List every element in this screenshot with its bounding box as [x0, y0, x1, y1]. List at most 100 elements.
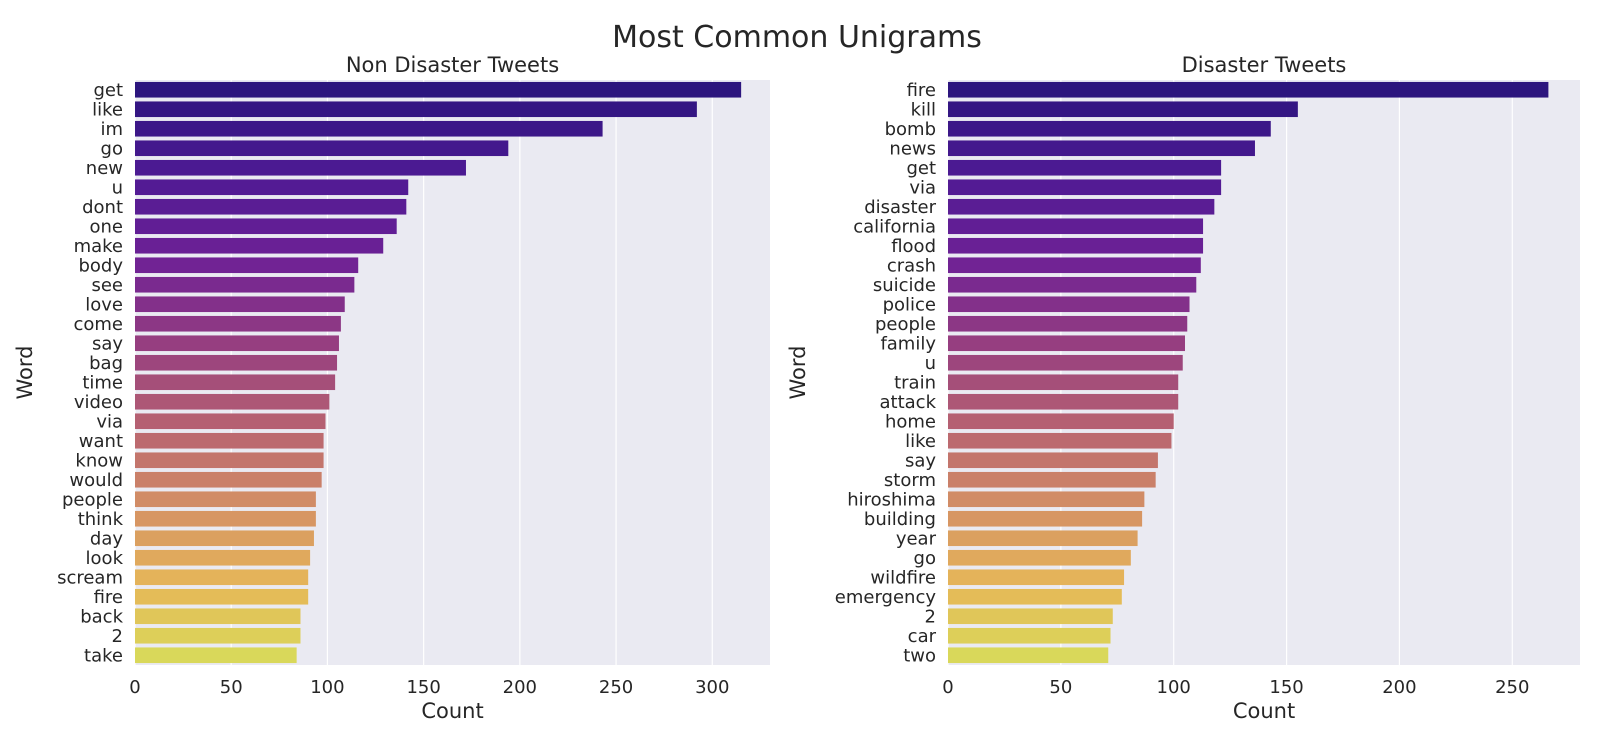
y-axis-label: Word [13, 346, 37, 400]
bar [135, 140, 509, 157]
x-tick-label: 250 [1495, 677, 1529, 698]
bar [948, 120, 1271, 137]
y-tick-label: 2 [925, 606, 936, 627]
y-tick-label: home [885, 411, 936, 432]
bar [948, 198, 1215, 215]
y-tick-label: wildfire [870, 567, 936, 588]
y-tick-label: video [74, 392, 123, 413]
bar [135, 549, 311, 566]
panel-2: 0 50 100 150 200 250 firekillbombnewsgetviadis… [786, 53, 1580, 723]
panel-1: 0 50 100 150 200 250 300 getlikeimgonewudontone… [13, 53, 770, 723]
y-tick-label: train [894, 372, 936, 393]
bar [135, 393, 330, 410]
y-tick-label: one [90, 216, 124, 237]
bar [135, 257, 359, 274]
bar [135, 491, 316, 508]
x-tick-label: 50 [1049, 677, 1072, 698]
y-tick-label: suicide [873, 275, 936, 296]
y-tick-label: know [75, 450, 123, 471]
bar [135, 296, 345, 313]
bar [135, 452, 324, 469]
y-tick-label: see [91, 275, 123, 296]
x-axis-label: Count [421, 699, 483, 723]
y-tick-label: disaster [864, 197, 936, 218]
bar [135, 374, 336, 391]
y-tick-label: go [914, 548, 936, 569]
bar [135, 432, 324, 449]
bar [135, 530, 314, 547]
y-tick-label: back [80, 606, 123, 627]
y-tick-label: bag [89, 353, 123, 374]
y-tick-label: storm [884, 470, 936, 491]
bar [948, 101, 1298, 118]
bar [135, 647, 297, 664]
bar [948, 218, 1204, 235]
bar [948, 588, 1122, 605]
bar [135, 159, 466, 176]
y-tick-label: day [90, 528, 123, 549]
bar [948, 510, 1143, 527]
y-tick-label: people [875, 314, 936, 335]
x-tick-label: 300 [695, 677, 729, 698]
y-tick-label: come [73, 314, 123, 335]
bar [948, 81, 1549, 98]
bar [948, 413, 1174, 430]
y-tick-label: building [864, 509, 936, 530]
x-tick-label: 250 [599, 677, 633, 698]
y-tick-label: bomb [885, 119, 936, 140]
y-tick-label: scream [57, 567, 123, 588]
y-tick-label: via [909, 177, 936, 198]
y-tick-label: make [74, 236, 123, 257]
x-tick-label: 0 [942, 677, 953, 698]
x-tick-label: 150 [1269, 677, 1303, 698]
bar [135, 471, 322, 488]
bar [135, 81, 742, 98]
y-tick-label: two [903, 645, 936, 666]
y-tick-label: fire [94, 587, 123, 608]
bar [948, 276, 1197, 293]
bar [135, 588, 309, 605]
bar [948, 627, 1111, 644]
bar [948, 335, 1185, 352]
bar [135, 569, 309, 586]
x-tick-label: 0 [129, 677, 140, 698]
y-tick-label: 2 [112, 626, 123, 647]
bar [135, 198, 407, 215]
y-tick-label: say [92, 333, 123, 354]
bar [948, 354, 1183, 371]
y-tick-label: look [86, 548, 124, 569]
y-tick-label: u [112, 177, 123, 198]
bar [948, 159, 1222, 176]
panel-title: Disaster Tweets [1182, 53, 1347, 77]
bar [135, 120, 603, 137]
y-tick-label: via [96, 411, 123, 432]
y-tick-label: fire [907, 80, 936, 101]
figure-title: Most Common Unigrams [612, 20, 982, 55]
y-tick-label: crash [887, 255, 936, 276]
y-tick-label: get [93, 80, 123, 101]
x-tick-label: 200 [1382, 677, 1416, 698]
x-tick-label: 100 [1157, 677, 1191, 698]
bar [135, 608, 301, 625]
y-tick-label: flood [891, 236, 936, 257]
y-tick-label: would [69, 470, 123, 491]
bar [948, 296, 1190, 313]
y-tick-label: want [79, 431, 123, 452]
bar [948, 315, 1188, 332]
y-tick-label: news [889, 138, 936, 159]
x-tick-label: 100 [310, 677, 344, 698]
bar [948, 491, 1145, 508]
y-tick-label: u [925, 353, 936, 374]
bar [135, 413, 326, 430]
bar [135, 354, 338, 371]
bar [948, 393, 1179, 410]
bar [948, 569, 1125, 586]
bar [135, 237, 384, 254]
y-tick-label: like [92, 99, 123, 120]
bar [135, 276, 355, 293]
y-tick-label: attack [880, 392, 937, 413]
panel-title: Non Disaster Tweets [346, 53, 559, 77]
bar [948, 471, 1156, 488]
